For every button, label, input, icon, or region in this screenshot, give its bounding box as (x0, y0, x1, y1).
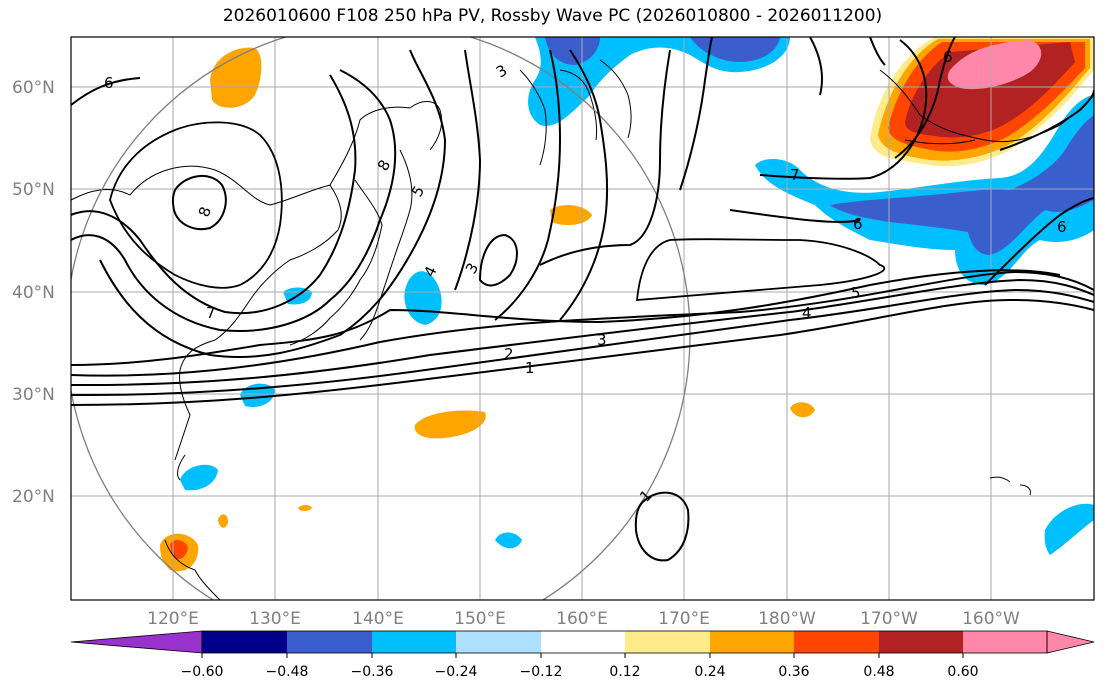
lon-label: 160°E (556, 609, 608, 629)
contour-label: 5 (851, 284, 861, 302)
colorbar-segment (710, 631, 794, 653)
map-title: 2026010600 F108 250 hPa PV, Rossby Wave … (222, 6, 883, 26)
contour-label: 6 (853, 215, 863, 233)
colorbar-tick-label: −0.24 (435, 664, 478, 680)
colorbar-tick-label: −0.60 (181, 664, 224, 680)
contour-label: 6 (943, 48, 953, 66)
colorbar-extend-high (1046, 630, 1095, 654)
colorbar-segment (287, 631, 372, 653)
lat-label: 40°N (12, 283, 55, 303)
lon-label: 130°E (249, 609, 301, 629)
lon-label: 140°E (352, 609, 404, 629)
contour-label: 7 (206, 304, 216, 322)
lat-label: 50°N (12, 180, 55, 200)
colorbar-tick-label: −0.12 (520, 664, 563, 680)
colorbar-tick-label: 0.60 (947, 664, 978, 680)
lon-label: 170°W (860, 609, 918, 629)
lat-label: 60°N (12, 78, 55, 98)
colorbar-segment (963, 631, 1047, 653)
colorbar-segment (202, 631, 287, 653)
colorbar-tick-label: 0.36 (778, 664, 809, 680)
lat-label: 30°N (12, 385, 55, 405)
colorbar-segment (625, 631, 710, 653)
contour-label: 3 (597, 331, 607, 349)
gridlines (71, 37, 1094, 600)
longitude-labels: 120°E 130°E 140°E 150°E 160°E 170°E 180°… (147, 609, 1020, 629)
pv-contours (71, 37, 1094, 562)
colorbar-tick-label: −0.36 (351, 664, 394, 680)
lon-label: 170°E (658, 609, 710, 629)
colorbar-tick-label: −0.48 (266, 664, 309, 680)
colorbar-tick-label: 0.48 (863, 664, 894, 680)
colorbar-tick-label: 0.24 (694, 664, 725, 680)
colorbar-segment (879, 631, 963, 653)
contour-label: 1 (525, 359, 535, 377)
lon-label: 120°E (147, 609, 199, 629)
contour-label: 4 (802, 304, 812, 322)
colorbar: −0.60 −0.48 −0.36 −0.24 −0.12 0.12 0.24 … (70, 630, 1095, 680)
contour-label: 6 (1057, 218, 1067, 236)
contour-label: 7 (790, 166, 800, 184)
lon-label: 180°W (758, 609, 816, 629)
colorbar-extend-low (70, 630, 203, 654)
map-area: 6 3 6 8 8 5 7 4 3 7 6 6 5 4 3 2 1 1 (71, 37, 1094, 600)
lon-label: 160°W (962, 609, 1020, 629)
colorbar-segment (456, 631, 541, 653)
latitude-labels: 60°N 50°N 40°N 30°N 20°N (12, 78, 55, 507)
region-circle (71, 37, 691, 600)
lon-label: 150°E (454, 609, 506, 629)
colorbar-tick-label: 0.12 (609, 664, 640, 680)
positive-anomaly-subtropics (414, 410, 486, 439)
colorbar-segment (372, 631, 456, 653)
colorbar-segment (541, 631, 625, 653)
contour-label: 2 (504, 345, 514, 363)
contour-label: 6 (104, 74, 114, 92)
colorbar-segment (794, 631, 879, 653)
lat-label: 20°N (12, 487, 55, 507)
map-frame (70, 36, 1095, 601)
positive-anomaly-siberia (210, 47, 262, 108)
